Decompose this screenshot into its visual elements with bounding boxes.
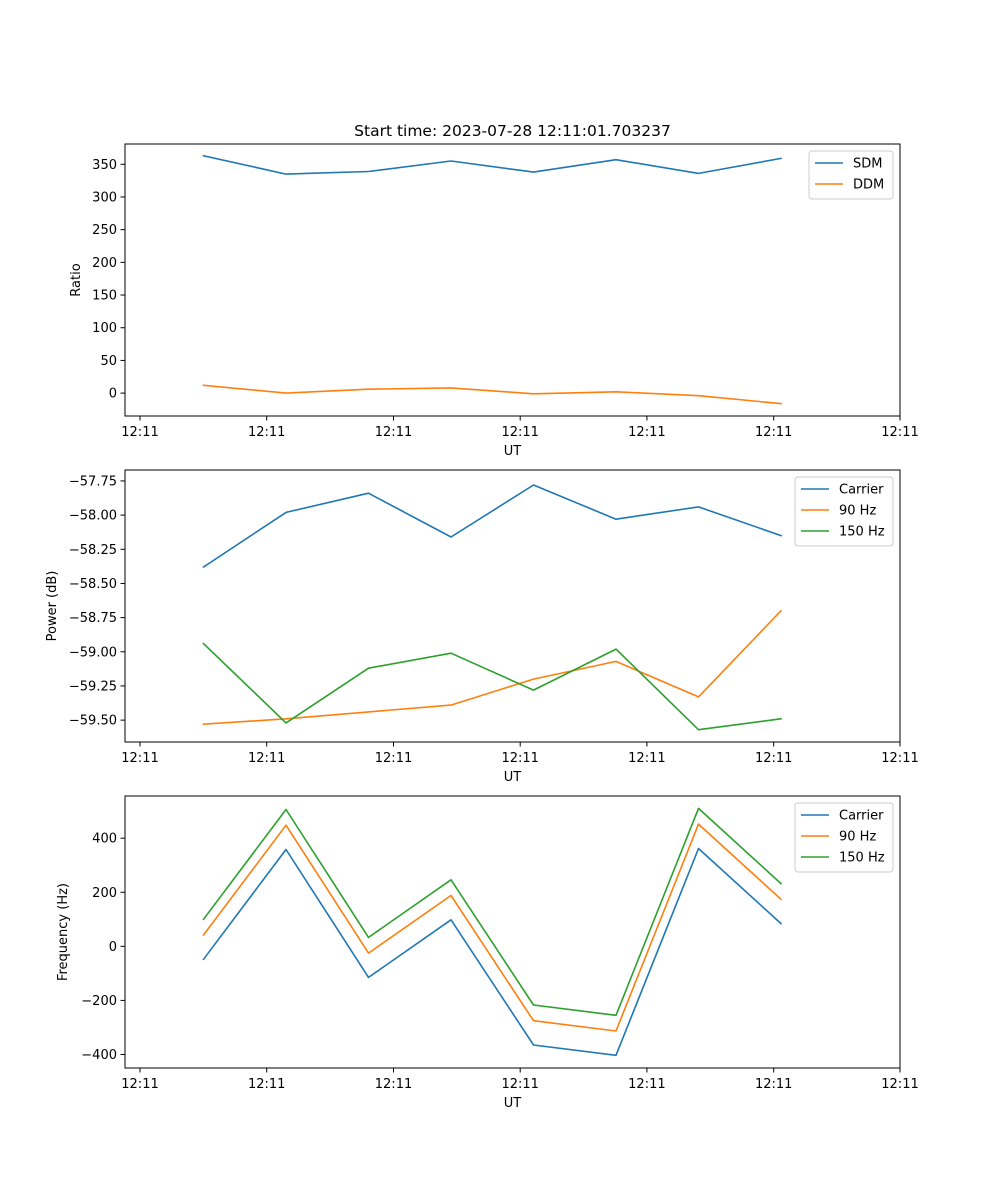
y-tick-label: −58.50 bbox=[69, 577, 117, 592]
series-line-150-hz bbox=[202, 807, 783, 1017]
x-tick-label: 12:11 bbox=[375, 425, 412, 440]
x-tick-label: 12:11 bbox=[248, 751, 285, 766]
y-tick-label: −57.75 bbox=[69, 474, 117, 489]
subplot-3: 12:11 12:11 12:11 12:11 12:11 12:11 12:11 −400 −… bbox=[56, 795, 919, 1111]
x-tick-label: 12:11 bbox=[121, 751, 158, 766]
legend: Carrier 90 Hz 150 Hz bbox=[794, 802, 894, 873]
x-tick-label: 12:11 bbox=[628, 1077, 665, 1092]
x-tick-label: 12:11 bbox=[375, 751, 412, 766]
subplot-1: 12:11 12:11 12:11 12:11 12:11 12:11 12:11 0 50 10… bbox=[69, 143, 919, 459]
y-tick-label: 0 bbox=[109, 940, 117, 955]
y-tick-label: −59.00 bbox=[69, 645, 117, 660]
x-tick-label: 12:11 bbox=[501, 1077, 538, 1092]
x-axis-label: UT bbox=[504, 1096, 522, 1111]
y-tick-label: 200 bbox=[92, 886, 117, 901]
x-tick-label: 12:11 bbox=[501, 751, 538, 766]
y-tick-label: −58.00 bbox=[69, 509, 117, 524]
legend-box bbox=[794, 476, 894, 547]
series-line-sdm bbox=[202, 154, 782, 175]
y-tick-label: 150 bbox=[92, 289, 117, 304]
y-tick-label: 250 bbox=[92, 223, 117, 238]
series-line-150-hz bbox=[202, 642, 782, 731]
series-line-carrier bbox=[202, 484, 783, 569]
legend-label: Carrier bbox=[839, 483, 884, 498]
y-tick-label: 0 bbox=[109, 387, 117, 402]
y-tick-label: −200 bbox=[81, 994, 117, 1009]
series-line-ddm bbox=[202, 384, 782, 405]
x-tick-label: 12:11 bbox=[248, 1077, 285, 1092]
x-tick-label: 12:11 bbox=[628, 751, 665, 766]
legend-label: SDM bbox=[853, 157, 882, 172]
y-tick-label: −59.25 bbox=[69, 679, 117, 694]
x-tick-label: 12:11 bbox=[501, 425, 538, 440]
y-tick-label: 100 bbox=[92, 321, 117, 336]
y-tick-label: −58.25 bbox=[69, 543, 117, 558]
series-line-90-hz bbox=[202, 609, 783, 726]
axes-frame bbox=[124, 795, 901, 1069]
y-axis-label: Frequency (Hz) bbox=[56, 883, 71, 981]
legend-label: Carrier bbox=[839, 809, 884, 824]
x-tick-label: 12:11 bbox=[881, 1077, 918, 1092]
x-tick-label: 12:11 bbox=[755, 751, 792, 766]
legend-box bbox=[794, 802, 894, 873]
legend-label: 90 Hz bbox=[839, 830, 876, 845]
axes-frame bbox=[124, 469, 901, 743]
y-tick-label: 200 bbox=[92, 256, 117, 271]
x-tick-label: 12:11 bbox=[881, 751, 918, 766]
y-tick-label: 300 bbox=[92, 190, 117, 205]
x-tick-label: 12:11 bbox=[121, 1077, 158, 1092]
legend-label: 150 Hz bbox=[839, 851, 885, 866]
legend-label: 90 Hz bbox=[839, 504, 876, 519]
x-tick-label: 12:11 bbox=[755, 1077, 792, 1092]
series-line-carrier bbox=[202, 847, 783, 1057]
x-tick-label: 12:11 bbox=[628, 425, 665, 440]
x-tick-label: 12:11 bbox=[248, 425, 285, 440]
legend-label: DDM bbox=[853, 178, 884, 193]
x-tick-label: 12:11 bbox=[755, 425, 792, 440]
x-axis-label: UT bbox=[504, 444, 522, 459]
y-axis-label: Power (dB) bbox=[45, 571, 60, 642]
y-tick-label: 400 bbox=[92, 832, 117, 847]
legend: SDM DDM bbox=[808, 150, 894, 200]
y-tick-label: −59.50 bbox=[69, 714, 117, 729]
x-axis-label: UT bbox=[504, 770, 522, 785]
y-axis-label: Ratio bbox=[69, 263, 84, 296]
y-tick-label: −400 bbox=[81, 1048, 117, 1063]
x-tick-label: 12:11 bbox=[881, 425, 918, 440]
subplot-2: 12:11 12:11 12:11 12:11 12:11 12:11 12:11 −59.5… bbox=[45, 469, 919, 785]
x-tick-label: 12:11 bbox=[121, 425, 158, 440]
y-tick-label: 50 bbox=[100, 354, 117, 369]
x-tick-label: 12:11 bbox=[375, 1077, 412, 1092]
chart-title: Start time: 2023-07-28 12:11:01.703237 bbox=[354, 122, 671, 140]
axes-frame bbox=[124, 143, 901, 417]
series-line-90-hz bbox=[202, 823, 783, 1032]
legend-label: 150 Hz bbox=[839, 525, 885, 540]
y-tick-label: −58.75 bbox=[69, 611, 117, 626]
legend: Carrier 90 Hz 150 Hz bbox=[794, 476, 894, 547]
y-tick-label: 350 bbox=[92, 158, 117, 173]
